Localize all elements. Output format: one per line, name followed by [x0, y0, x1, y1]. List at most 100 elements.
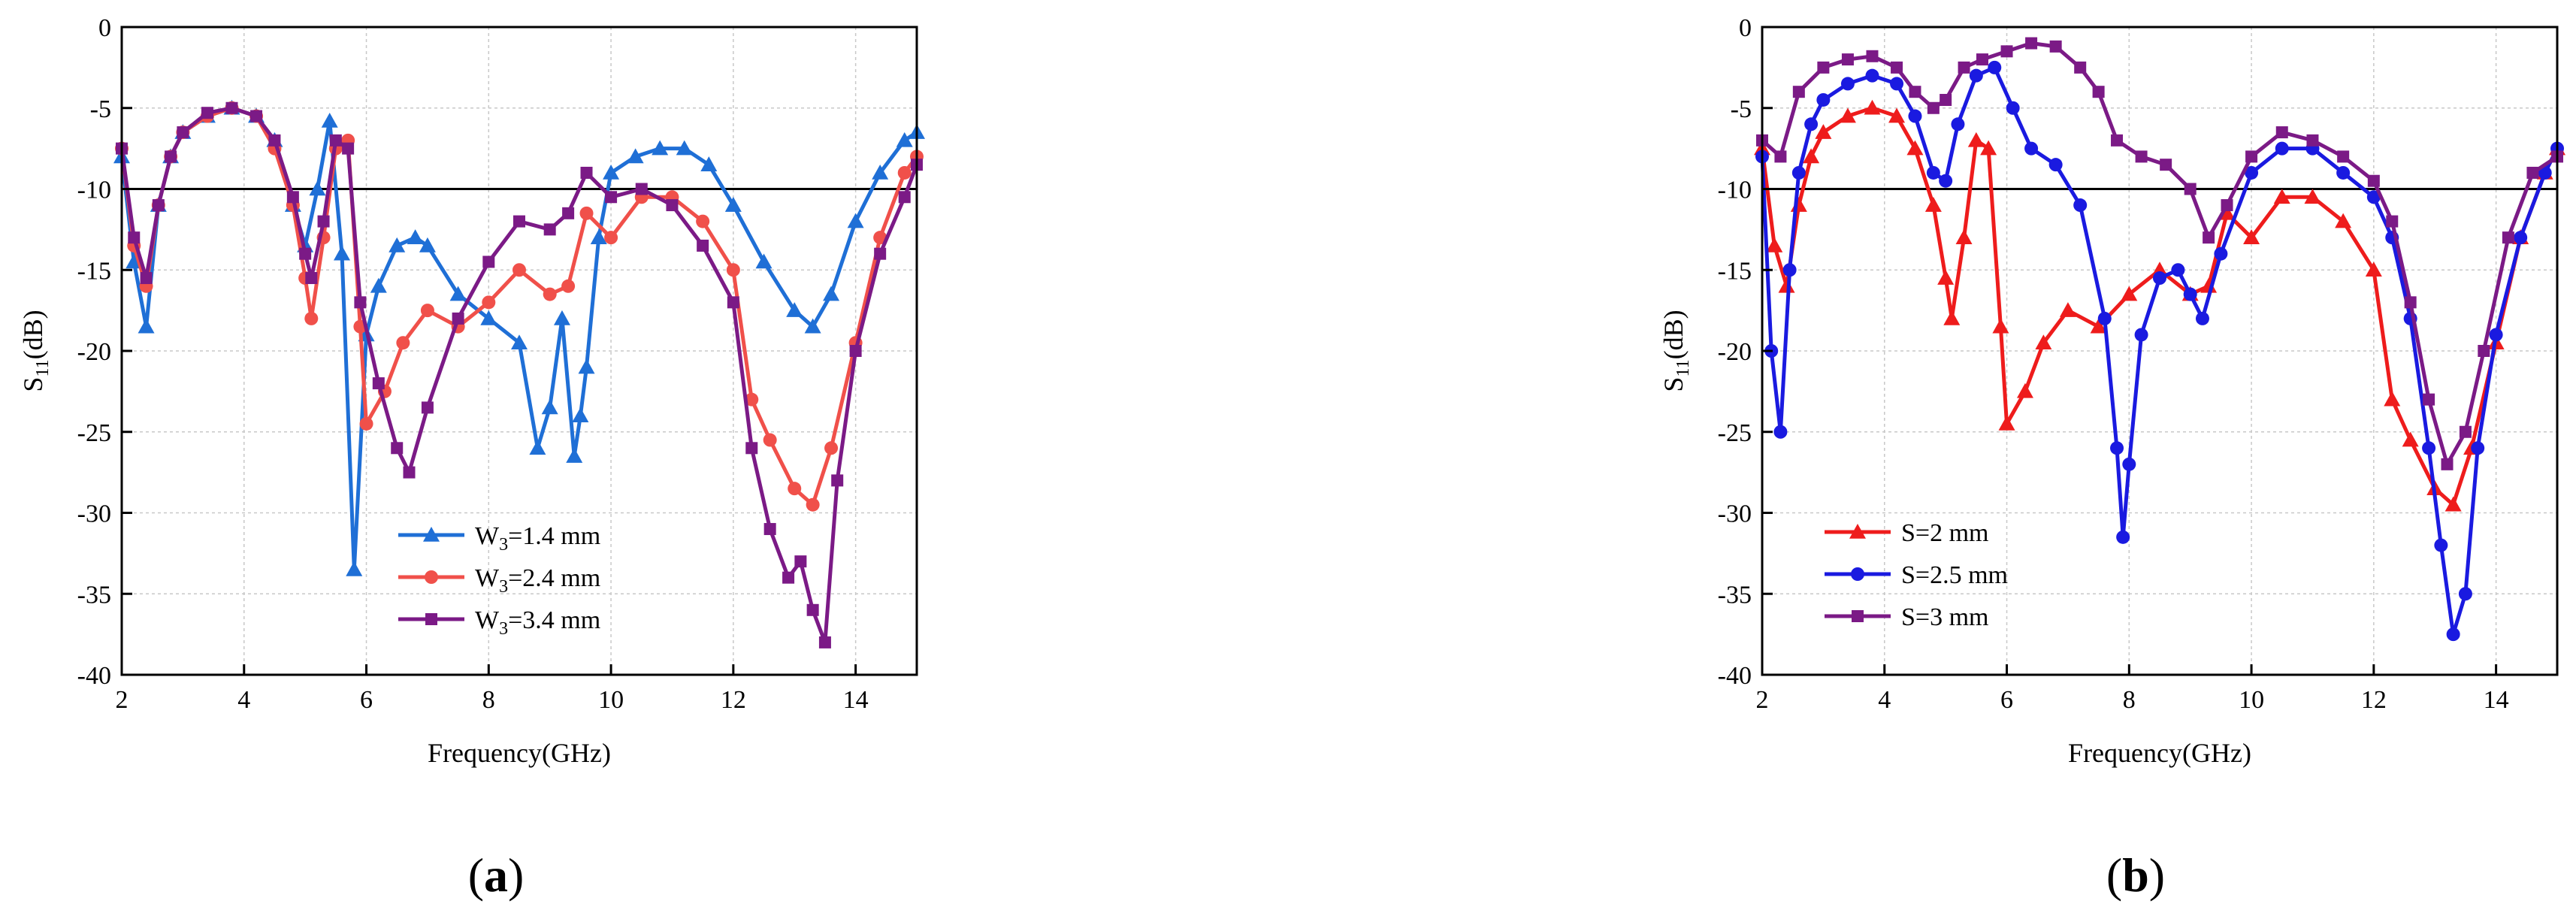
data-point	[763, 523, 776, 536]
data-point	[806, 603, 819, 616]
data-point	[1840, 77, 1855, 91]
data-point	[1891, 61, 1903, 74]
data-point	[2006, 101, 2020, 115]
data-point	[1927, 101, 1940, 114]
y-tick-label: -40	[77, 662, 111, 690]
data-point	[566, 448, 583, 463]
data-point	[1998, 415, 2015, 431]
y-tick-label: -25	[77, 419, 111, 447]
data-point	[452, 312, 464, 325]
y-axis-label-unit: (dB)	[1658, 310, 1689, 359]
data-point	[806, 497, 820, 512]
data-point	[898, 191, 911, 204]
data-point	[562, 207, 575, 219]
data-point	[605, 191, 618, 204]
data-point	[482, 295, 496, 310]
data-point	[2024, 141, 2039, 156]
data-point	[2478, 345, 2490, 357]
data-point	[165, 150, 177, 163]
data-point	[2048, 158, 2063, 172]
data-point	[304, 311, 319, 325]
data-point	[1782, 263, 1797, 277]
data-point	[2000, 45, 2013, 58]
data-point	[2092, 86, 2105, 98]
data-point	[1803, 148, 1820, 164]
data-point	[2489, 328, 2503, 342]
legend-marker	[425, 570, 438, 584]
series-line	[119, 106, 918, 507]
data-point	[1804, 117, 1819, 131]
data-point	[553, 310, 570, 325]
data-point	[1980, 140, 1997, 156]
data-point	[2422, 441, 2436, 455]
data-point	[541, 399, 558, 415]
data-point	[578, 358, 595, 374]
data-point	[128, 231, 141, 244]
legend-label-main: W	[475, 564, 500, 592]
legend-marker	[1851, 567, 1864, 581]
data-point	[1937, 270, 1955, 285]
panel-paren-close: )	[2149, 848, 2165, 902]
legend-label: W3=2.4 mm	[475, 564, 600, 597]
data-point	[1792, 86, 1805, 98]
legend-label-rest: =2.4 mm	[508, 564, 600, 592]
panel-paren-close: )	[508, 848, 524, 902]
data-point	[2404, 296, 2417, 309]
y-axis-label: S11(dB)	[18, 310, 53, 391]
data-point	[2538, 165, 2552, 180]
data-point	[2121, 286, 2138, 301]
y-tick-label: 0	[98, 14, 111, 42]
data-point	[354, 296, 367, 309]
data-point	[1866, 50, 1879, 62]
data-point	[391, 442, 404, 455]
data-point	[2365, 261, 2382, 277]
data-point	[420, 304, 434, 318]
data-point	[579, 206, 594, 220]
data-point	[513, 215, 525, 228]
legend-label-main: W	[475, 606, 500, 634]
data-point	[2122, 457, 2136, 471]
panel-label: (b)	[2106, 848, 2165, 902]
data-point	[896, 131, 913, 147]
y-tick-label: -25	[1718, 419, 1752, 447]
data-point	[2306, 134, 2319, 147]
data-point	[2221, 199, 2233, 212]
y-tick-label: -5	[90, 95, 111, 123]
data-point	[745, 392, 759, 407]
data-point	[407, 229, 424, 244]
data-point	[1976, 53, 1988, 66]
data-point	[1940, 93, 1952, 106]
data-point	[359, 416, 373, 431]
data-point	[2195, 311, 2209, 325]
series-line	[1760, 106, 2559, 507]
data-point	[1841, 53, 1854, 66]
data-point	[1924, 197, 1942, 212]
data-point	[1865, 68, 1879, 83]
data-point	[603, 164, 620, 180]
y-tick-label: 0	[1739, 14, 1752, 42]
data-point	[1958, 61, 1970, 74]
data-point	[2446, 627, 2460, 642]
legend-label-sub: 3	[499, 535, 508, 555]
data-point	[700, 156, 718, 171]
data-point	[329, 134, 342, 147]
data-point	[2336, 165, 2351, 180]
data-point	[1791, 165, 1806, 180]
x-tick-label: 8	[482, 686, 495, 714]
data-point	[572, 407, 589, 422]
y-axis-label-sub: 11	[33, 359, 53, 376]
data-point	[786, 302, 803, 317]
data-point	[1817, 61, 1830, 74]
series-line	[1761, 41, 2559, 467]
data-point	[1943, 310, 1961, 325]
data-point	[268, 134, 281, 147]
data-point	[1888, 107, 1906, 123]
data-point	[726, 263, 740, 277]
data-point	[2423, 393, 2435, 406]
data-point	[580, 166, 593, 179]
data-point	[2243, 229, 2260, 244]
data-point	[2049, 40, 2062, 53]
data-point	[2245, 150, 2258, 163]
